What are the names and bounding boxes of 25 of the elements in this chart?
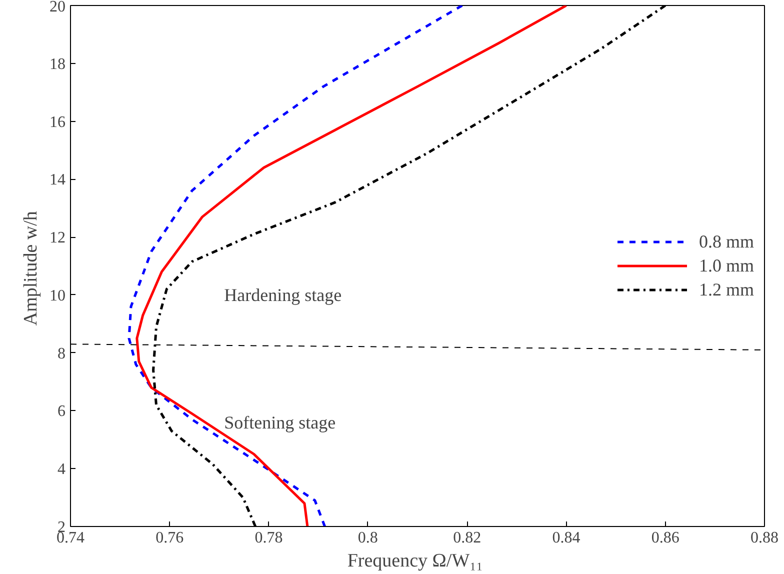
y-tick-label: 6 [58,403,66,420]
y-tick-label: 8 [58,345,66,362]
x-tick-label: 0.76 [156,530,184,546]
annotation: Softening stage [224,412,336,432]
legend-label: 1.2 mm [698,279,754,300]
y-tick-label: 4 [58,461,66,478]
y-tick-label: 20 [50,0,66,16]
y-tick-label: 18 [50,56,66,73]
x-axis-title: Frequency Ω/W₁₁ [347,550,483,572]
y-tick-label: 16 [50,114,66,131]
x-tick-label: 0.82 [453,530,482,546]
legend-label: 0.8 mm [698,231,754,252]
y-tick-label: 12 [50,230,66,247]
line-series [136,6,568,526]
y-axis-title: Amplitude w/h [20,210,42,326]
x-tick-label: 0.8 [358,530,378,546]
x-tick-label: 0.78 [254,530,283,546]
x-tick-label: 0.86 [651,530,680,546]
line-series [128,6,464,526]
annotation: Hardening stage [224,284,342,305]
y-tick-label: 10 [50,287,66,304]
y-tick-label: 14 [50,172,66,189]
x-tick-label: 0.84 [552,530,580,546]
legend-label: 1.0 mm [698,255,754,276]
x-tick-label: 0.88 [750,530,778,546]
